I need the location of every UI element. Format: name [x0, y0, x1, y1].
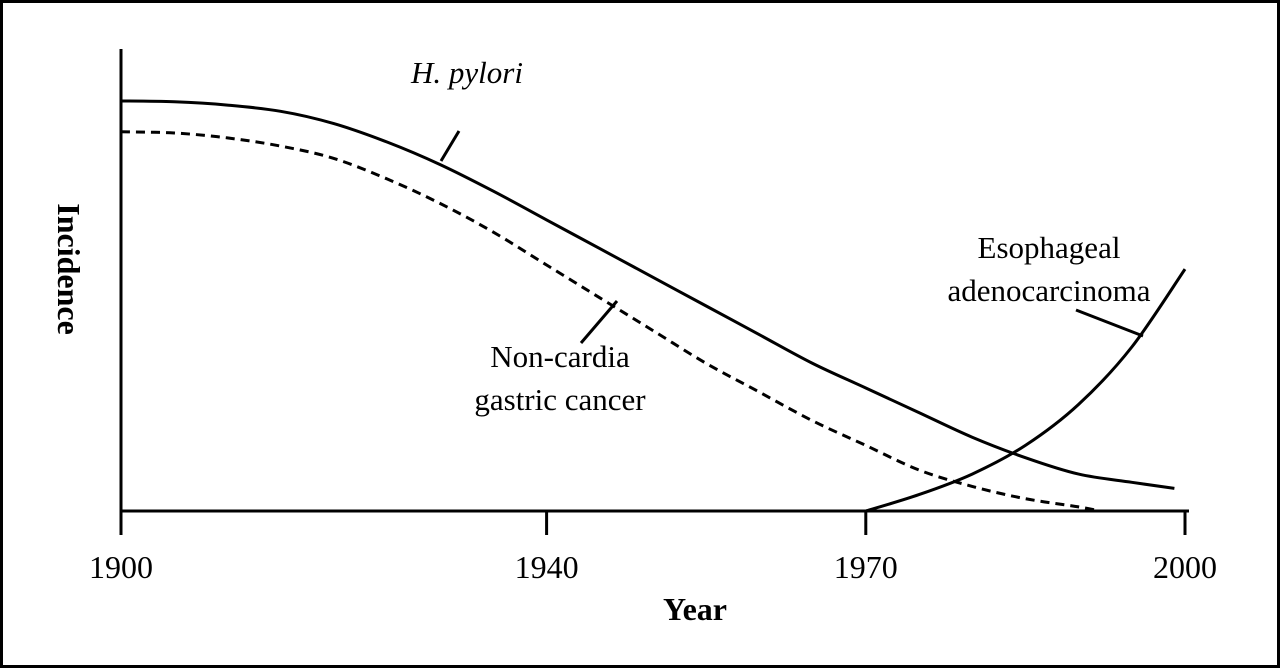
- x-tick-layer: 1900 1940 1970 2000: [89, 511, 1217, 585]
- series-label-layer: H. pylori Non-cardia gastric cancer Esophag…: [410, 55, 1151, 417]
- x-axis-title: Year: [663, 591, 727, 627]
- series-label-esophageal-adenocarcinoma: adenocarcinoma: [947, 273, 1150, 308]
- series-label-non-cardia-gastric-cancer: gastric cancer: [474, 382, 646, 417]
- series-label-h-pylori: H. pylori: [410, 55, 523, 90]
- leader-line-h-pylori: [439, 130, 461, 162]
- x-tick-label: 2000: [1153, 549, 1217, 585]
- series-label-non-cardia-gastric-cancer: Non-cardia: [490, 339, 630, 374]
- series-label-esophageal-adenocarcinoma: Esophageal: [978, 230, 1121, 265]
- line-chart: Year Incidence 1900 1940 1970 2000 H. pylor…: [51, 49, 1217, 627]
- x-tick-label: 1900: [89, 549, 153, 585]
- leader-line-non-cardia-gastric-cancer: [579, 300, 619, 344]
- series-layer: [120, 99, 1187, 513]
- y-axis-title: Incidence: [51, 203, 87, 335]
- leader-line-esophageal-adenocarcinoma: [1075, 308, 1144, 338]
- x-tick-label: 1940: [515, 549, 579, 585]
- series-line-h-pylori: [120, 99, 1175, 490]
- x-tick-label: 1970: [834, 549, 898, 585]
- series-line-esophageal-adenocarcinoma: [865, 268, 1187, 513]
- series-line-non-cardia-gastric-cancer: [120, 130, 1101, 513]
